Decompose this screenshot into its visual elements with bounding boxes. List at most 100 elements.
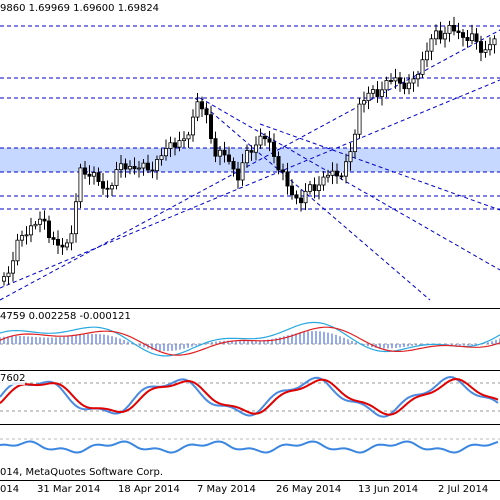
candle-body <box>96 172 101 182</box>
copyright-label: 014, MetaQuotes Software Corp. <box>0 467 164 479</box>
candle-body <box>429 38 434 52</box>
candle-body <box>159 155 164 160</box>
price-chart-canvas[interactable] <box>0 0 500 306</box>
candle-body <box>114 169 119 186</box>
candle-body <box>262 135 267 140</box>
candle-body <box>132 165 137 170</box>
candle-body <box>388 80 393 82</box>
candle-body <box>101 181 106 189</box>
candle-body <box>168 142 173 149</box>
date-label: 31 Mar 2014 <box>37 484 101 495</box>
candle-body <box>123 163 128 170</box>
stochastic-signal-line <box>0 377 499 416</box>
candle-body <box>186 134 191 140</box>
candle-body <box>65 242 70 248</box>
candle-body <box>348 151 353 163</box>
candle-body <box>226 154 231 162</box>
candle-body <box>411 78 416 84</box>
candle-body <box>56 238 61 246</box>
candle-body <box>312 184 317 191</box>
candle-body <box>24 234 29 237</box>
candle-body <box>181 138 186 141</box>
candle-body <box>267 138 272 143</box>
third-indicator-line <box>0 440 499 454</box>
candle-body <box>276 156 281 171</box>
macd-canvas[interactable] <box>0 309 500 369</box>
candle-body <box>415 73 420 80</box>
stochastic-canvas[interactable] <box>0 371 500 423</box>
candle-body <box>469 33 474 41</box>
candle-body <box>154 159 159 172</box>
third-indicator-pane[interactable]: 014, MetaQuotes Software Corp. <box>0 424 500 481</box>
candle-body <box>303 190 308 204</box>
trend-line <box>259 123 500 211</box>
candle-body <box>19 235 24 241</box>
date-label: 014 <box>0 484 20 495</box>
candle-body <box>460 32 465 38</box>
candle-body <box>253 144 258 153</box>
candle-body <box>357 103 362 135</box>
candle-body <box>474 33 479 42</box>
candle-body <box>352 133 357 153</box>
candle-body <box>420 59 425 75</box>
price-chart-pane[interactable]: 9860 1.69969 1.69600 1.69824 <box>0 0 500 306</box>
stochastic-values-readout: 7602 <box>0 373 26 385</box>
candle-body <box>280 169 285 173</box>
candle-body <box>38 218 43 225</box>
candle-body <box>258 135 263 146</box>
candle-body <box>42 218 47 222</box>
candle-body <box>285 171 290 187</box>
candle-body <box>136 167 141 170</box>
candle-body <box>465 37 470 41</box>
macd-values-readout: 4759 0.002258 -0.000121 <box>0 311 131 323</box>
candle-body <box>74 201 79 235</box>
candle-body <box>402 82 407 90</box>
candle-body <box>33 223 38 227</box>
candle-body <box>217 149 222 157</box>
date-label: 2 Jul 2014 <box>438 484 489 495</box>
candle-body <box>249 150 254 153</box>
candle-body <box>361 100 366 105</box>
candle-body <box>271 141 276 157</box>
candle-body <box>60 244 65 248</box>
date-label: 13 Jun 2014 <box>358 484 419 495</box>
stochastic-indicator-pane[interactable]: 7602 <box>0 370 500 423</box>
candle-body <box>172 142 177 148</box>
candle-body <box>51 237 56 240</box>
date-label: 18 Apr 2014 <box>118 484 180 495</box>
macd-indicator-pane[interactable]: 4759 0.002258 -0.000121 <box>0 308 500 369</box>
candle-body <box>433 30 438 40</box>
candle-body <box>141 162 146 169</box>
candle-body <box>150 169 155 172</box>
candle-body <box>110 185 115 190</box>
candle-body <box>235 168 240 181</box>
candle-body <box>240 162 245 181</box>
candle-body <box>190 116 195 136</box>
candle-body <box>145 162 150 171</box>
candle-body <box>6 272 11 278</box>
candle-body <box>204 108 209 116</box>
candle-body <box>83 167 88 175</box>
candle-body <box>370 89 375 94</box>
candle-body <box>343 161 348 177</box>
candle-body <box>208 114 213 140</box>
candle-body <box>127 165 132 170</box>
candle-body <box>69 233 74 244</box>
time-axis: 014 31 Mar 2014 18 Apr 2014 7 May 2014 2… <box>0 480 500 500</box>
candle-body <box>366 92 371 102</box>
candle-body <box>316 184 321 191</box>
trend-line <box>194 97 431 301</box>
third-indicator-canvas[interactable] <box>0 425 500 481</box>
candle-body <box>442 32 447 40</box>
candle-body <box>334 170 339 177</box>
candle-body <box>199 101 204 110</box>
candle-body <box>298 197 303 204</box>
candle-body <box>379 89 384 97</box>
candle-body <box>375 89 380 97</box>
candle-body <box>397 77 402 84</box>
candle-body <box>244 150 249 164</box>
candle-body <box>321 176 326 186</box>
candle-body <box>447 25 452 34</box>
candle-body <box>119 163 124 171</box>
